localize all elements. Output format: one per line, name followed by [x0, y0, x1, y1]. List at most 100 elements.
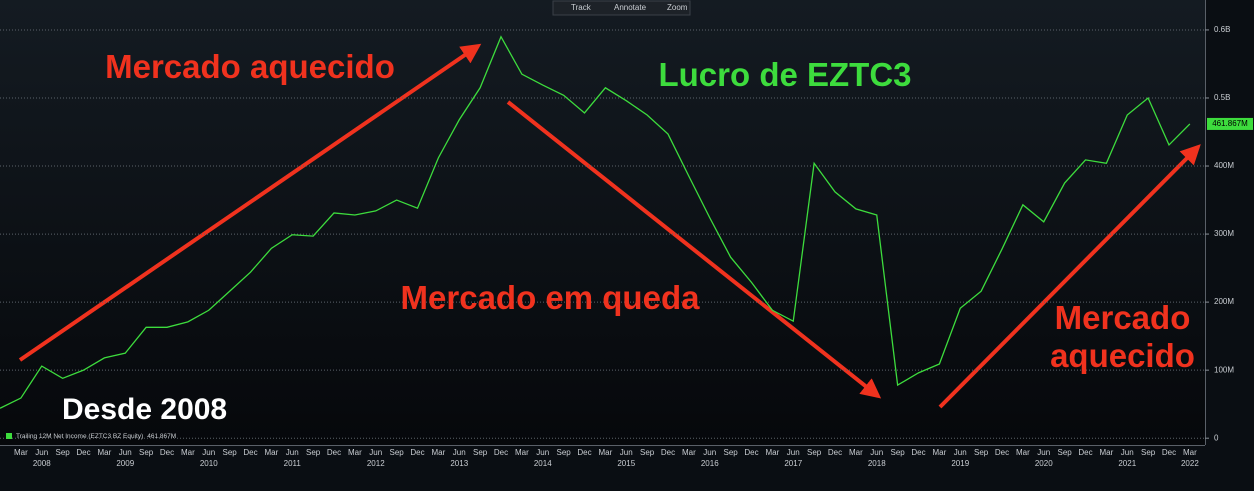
arrow	[938, 144, 1201, 409]
y-tick-label: 0.6B	[1214, 25, 1230, 34]
x-tick-label: Sep	[306, 448, 321, 457]
x-tick-label: Jun	[536, 448, 549, 457]
x-tick-label: Sep	[640, 448, 655, 457]
x-tick-label: Mar	[765, 448, 779, 457]
x-tick-label: Jun	[35, 448, 48, 457]
x-tick-label: Sep	[139, 448, 154, 457]
annotation: Desde 2008	[62, 393, 228, 426]
x-tick-label: Jun	[119, 448, 132, 457]
arrow	[18, 43, 482, 362]
last-value-tag	[1207, 117, 1253, 130]
x-tick-label: Dec	[995, 448, 1009, 457]
x-tick-label: Mar	[14, 448, 28, 457]
x-tick-label: Dec	[828, 448, 842, 457]
x-tick-label: Mar	[682, 448, 696, 457]
x-tick-label: Jun	[620, 448, 633, 457]
x-tick-label: Mar	[515, 448, 529, 457]
toolbar-zoom[interactable]: Zoom	[667, 3, 688, 12]
x-tick-label: Jun	[286, 448, 299, 457]
year-label: 2008	[33, 459, 51, 468]
year-label: 2010	[200, 459, 218, 468]
year-label: 2011	[284, 459, 302, 468]
x-tick-label: Dec	[243, 448, 257, 457]
legend-label: Trailing 12M Net Income (EZTC3 BZ Equity…	[16, 433, 143, 440]
x-tick-label: Jun	[1037, 448, 1050, 457]
last-value-label: 461.867M	[1212, 119, 1248, 128]
x-tick-label: Mar	[181, 448, 195, 457]
x-tick-label: Sep	[807, 448, 822, 457]
year-label: 2009	[116, 459, 134, 468]
year-label: 2016	[701, 459, 719, 468]
x-tick-label: Sep	[1141, 448, 1156, 457]
year-label: 2021	[1118, 459, 1136, 468]
year-label: 2017	[784, 459, 802, 468]
x-tick-label: Jun	[870, 448, 883, 457]
x-tick-label: Sep	[557, 448, 572, 457]
arrow	[506, 100, 882, 399]
x-tick-label: Mar	[1183, 448, 1197, 457]
x-tick-label: Jun	[954, 448, 967, 457]
x-tick-label: Sep	[223, 448, 238, 457]
x-tick-label: Dec	[76, 448, 90, 457]
x-tick-label: Sep	[891, 448, 906, 457]
year-label: 2018	[868, 459, 886, 468]
x-tick-label: Sep	[1058, 448, 1073, 457]
x-tick-label: Dec	[410, 448, 424, 457]
x-tick-label: Dec	[160, 448, 174, 457]
x-tick-label: Sep	[390, 448, 405, 457]
year-label: 2020	[1035, 459, 1053, 468]
x-tick-label: Dec	[327, 448, 341, 457]
x-tick-label: Mar	[264, 448, 278, 457]
series-line	[0, 35, 1191, 409]
x-tick-label: Mar	[849, 448, 863, 457]
annotation: Mercado aquecido	[1050, 299, 1195, 374]
x-tick-label: Mar	[431, 448, 445, 457]
y-tick-label: 400M	[1214, 161, 1234, 170]
x-tick-label: Jun	[1121, 448, 1134, 457]
year-label: 2013	[450, 459, 468, 468]
x-tick-label: Jun	[202, 448, 215, 457]
toolbar: Track Annotate Zoom	[552, 0, 691, 16]
x-tick-label: Jun	[369, 448, 382, 457]
toolbar-box	[552, 0, 691, 16]
x-tick-label: Dec	[1078, 448, 1092, 457]
y-tick-label: 200M	[1214, 297, 1234, 306]
x-tick-label: Jun	[703, 448, 716, 457]
x-tick-label: Mar	[932, 448, 946, 457]
x-tick-label: Mar	[348, 448, 362, 457]
y-tick-label: 0	[1214, 433, 1219, 442]
legend-value: 461.867M	[147, 433, 176, 440]
x-tick-label: Jun	[453, 448, 466, 457]
x-tick-label: Sep	[473, 448, 488, 457]
x-tick-label: Sep	[724, 448, 739, 457]
toolbar-annotate[interactable]: Annotate	[614, 3, 647, 12]
year-label: 2015	[617, 459, 635, 468]
y-tick-label: 300M	[1214, 229, 1234, 238]
year-label: 2019	[951, 459, 969, 468]
x-tick-label: Dec	[661, 448, 675, 457]
year-label: 2022	[1181, 459, 1199, 468]
arrows	[18, 43, 1201, 409]
year-label: 2014	[534, 459, 552, 468]
x-tick-label: Sep	[56, 448, 71, 457]
annotation: Mercado aquecido	[105, 48, 395, 85]
plot-background	[0, 0, 1205, 445]
legend-swatch	[6, 433, 12, 439]
year-label: 2012	[367, 459, 385, 468]
x-tick-label: Dec	[744, 448, 758, 457]
x-tick-label: Mar	[1016, 448, 1030, 457]
x-tick-label: Sep	[974, 448, 989, 457]
x-tick-label: Dec	[911, 448, 925, 457]
y-tick-label: 0.5B	[1214, 93, 1230, 102]
annotation: Lucro de EZTC3	[658, 56, 912, 93]
toolbar-track[interactable]: Track	[571, 3, 592, 12]
x-tick-label: Dec	[577, 448, 591, 457]
x-tick-label: Jun	[787, 448, 800, 457]
x-tick-label: Dec	[1162, 448, 1176, 457]
x-tick-label: Mar	[598, 448, 612, 457]
y-tick-label: 100M	[1214, 365, 1234, 374]
x-tick-label: Mar	[1099, 448, 1113, 457]
x-tick-label: Dec	[494, 448, 508, 457]
